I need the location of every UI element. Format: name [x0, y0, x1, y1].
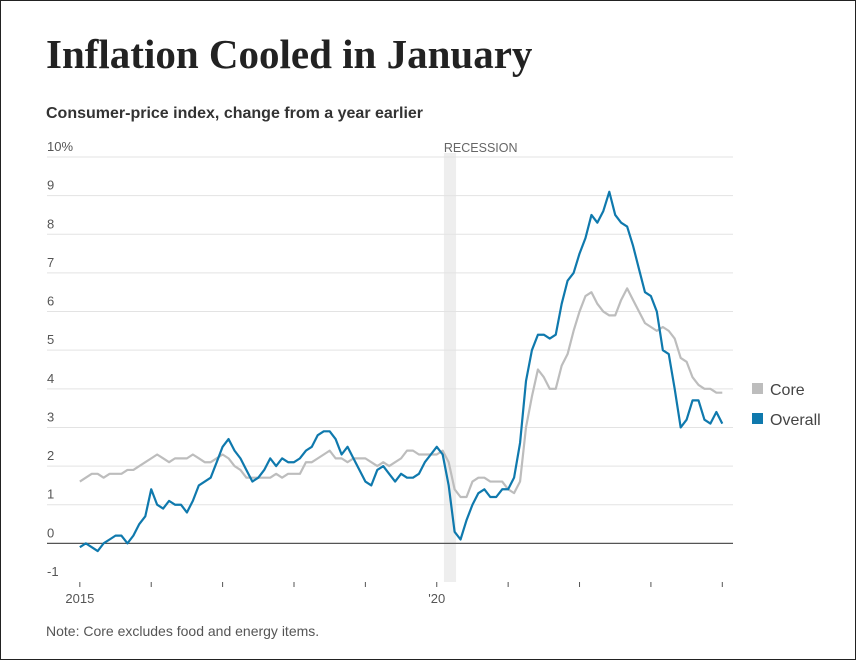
y-tick-label: 4: [47, 371, 54, 386]
series-line: [79, 287, 723, 499]
recession-band: [443, 153, 457, 582]
y-tick-label: 1: [47, 487, 54, 502]
legend-swatch: [752, 413, 763, 424]
legend-swatch: [752, 383, 763, 394]
plot: RECESSION 10% 9 8 7 6 5 4 3 2 1 0 -1 2015 '20 Core Overa…: [47, 139, 821, 606]
y-tick-label: 5: [47, 332, 54, 347]
y-tick-label: 10%: [47, 139, 73, 154]
y-tick-label: -1: [47, 564, 59, 579]
y-tick-label: 7: [47, 255, 54, 270]
y-tick-label: 8: [47, 216, 54, 231]
chart-subtitle: Consumer-price index, change from a year…: [46, 105, 423, 122]
y-tick-label: 6: [47, 294, 54, 309]
legend-label: Overall: [770, 412, 821, 429]
y-tick-label: 0: [47, 525, 54, 540]
x-tick-label: '20: [428, 591, 445, 606]
y-tick-label: 9: [47, 178, 54, 193]
recession-label: RECESSION: [444, 141, 518, 155]
note: Note: Core excludes food and energy item…: [46, 623, 319, 639]
chart-title: Inflation Cooled in January: [46, 31, 533, 77]
y-tick-label: 2: [47, 448, 54, 463]
legend-label: Core: [770, 382, 805, 399]
y-tick-label: 3: [47, 409, 54, 424]
series-line: [79, 190, 724, 553]
x-tick-label: 2015: [65, 591, 94, 606]
